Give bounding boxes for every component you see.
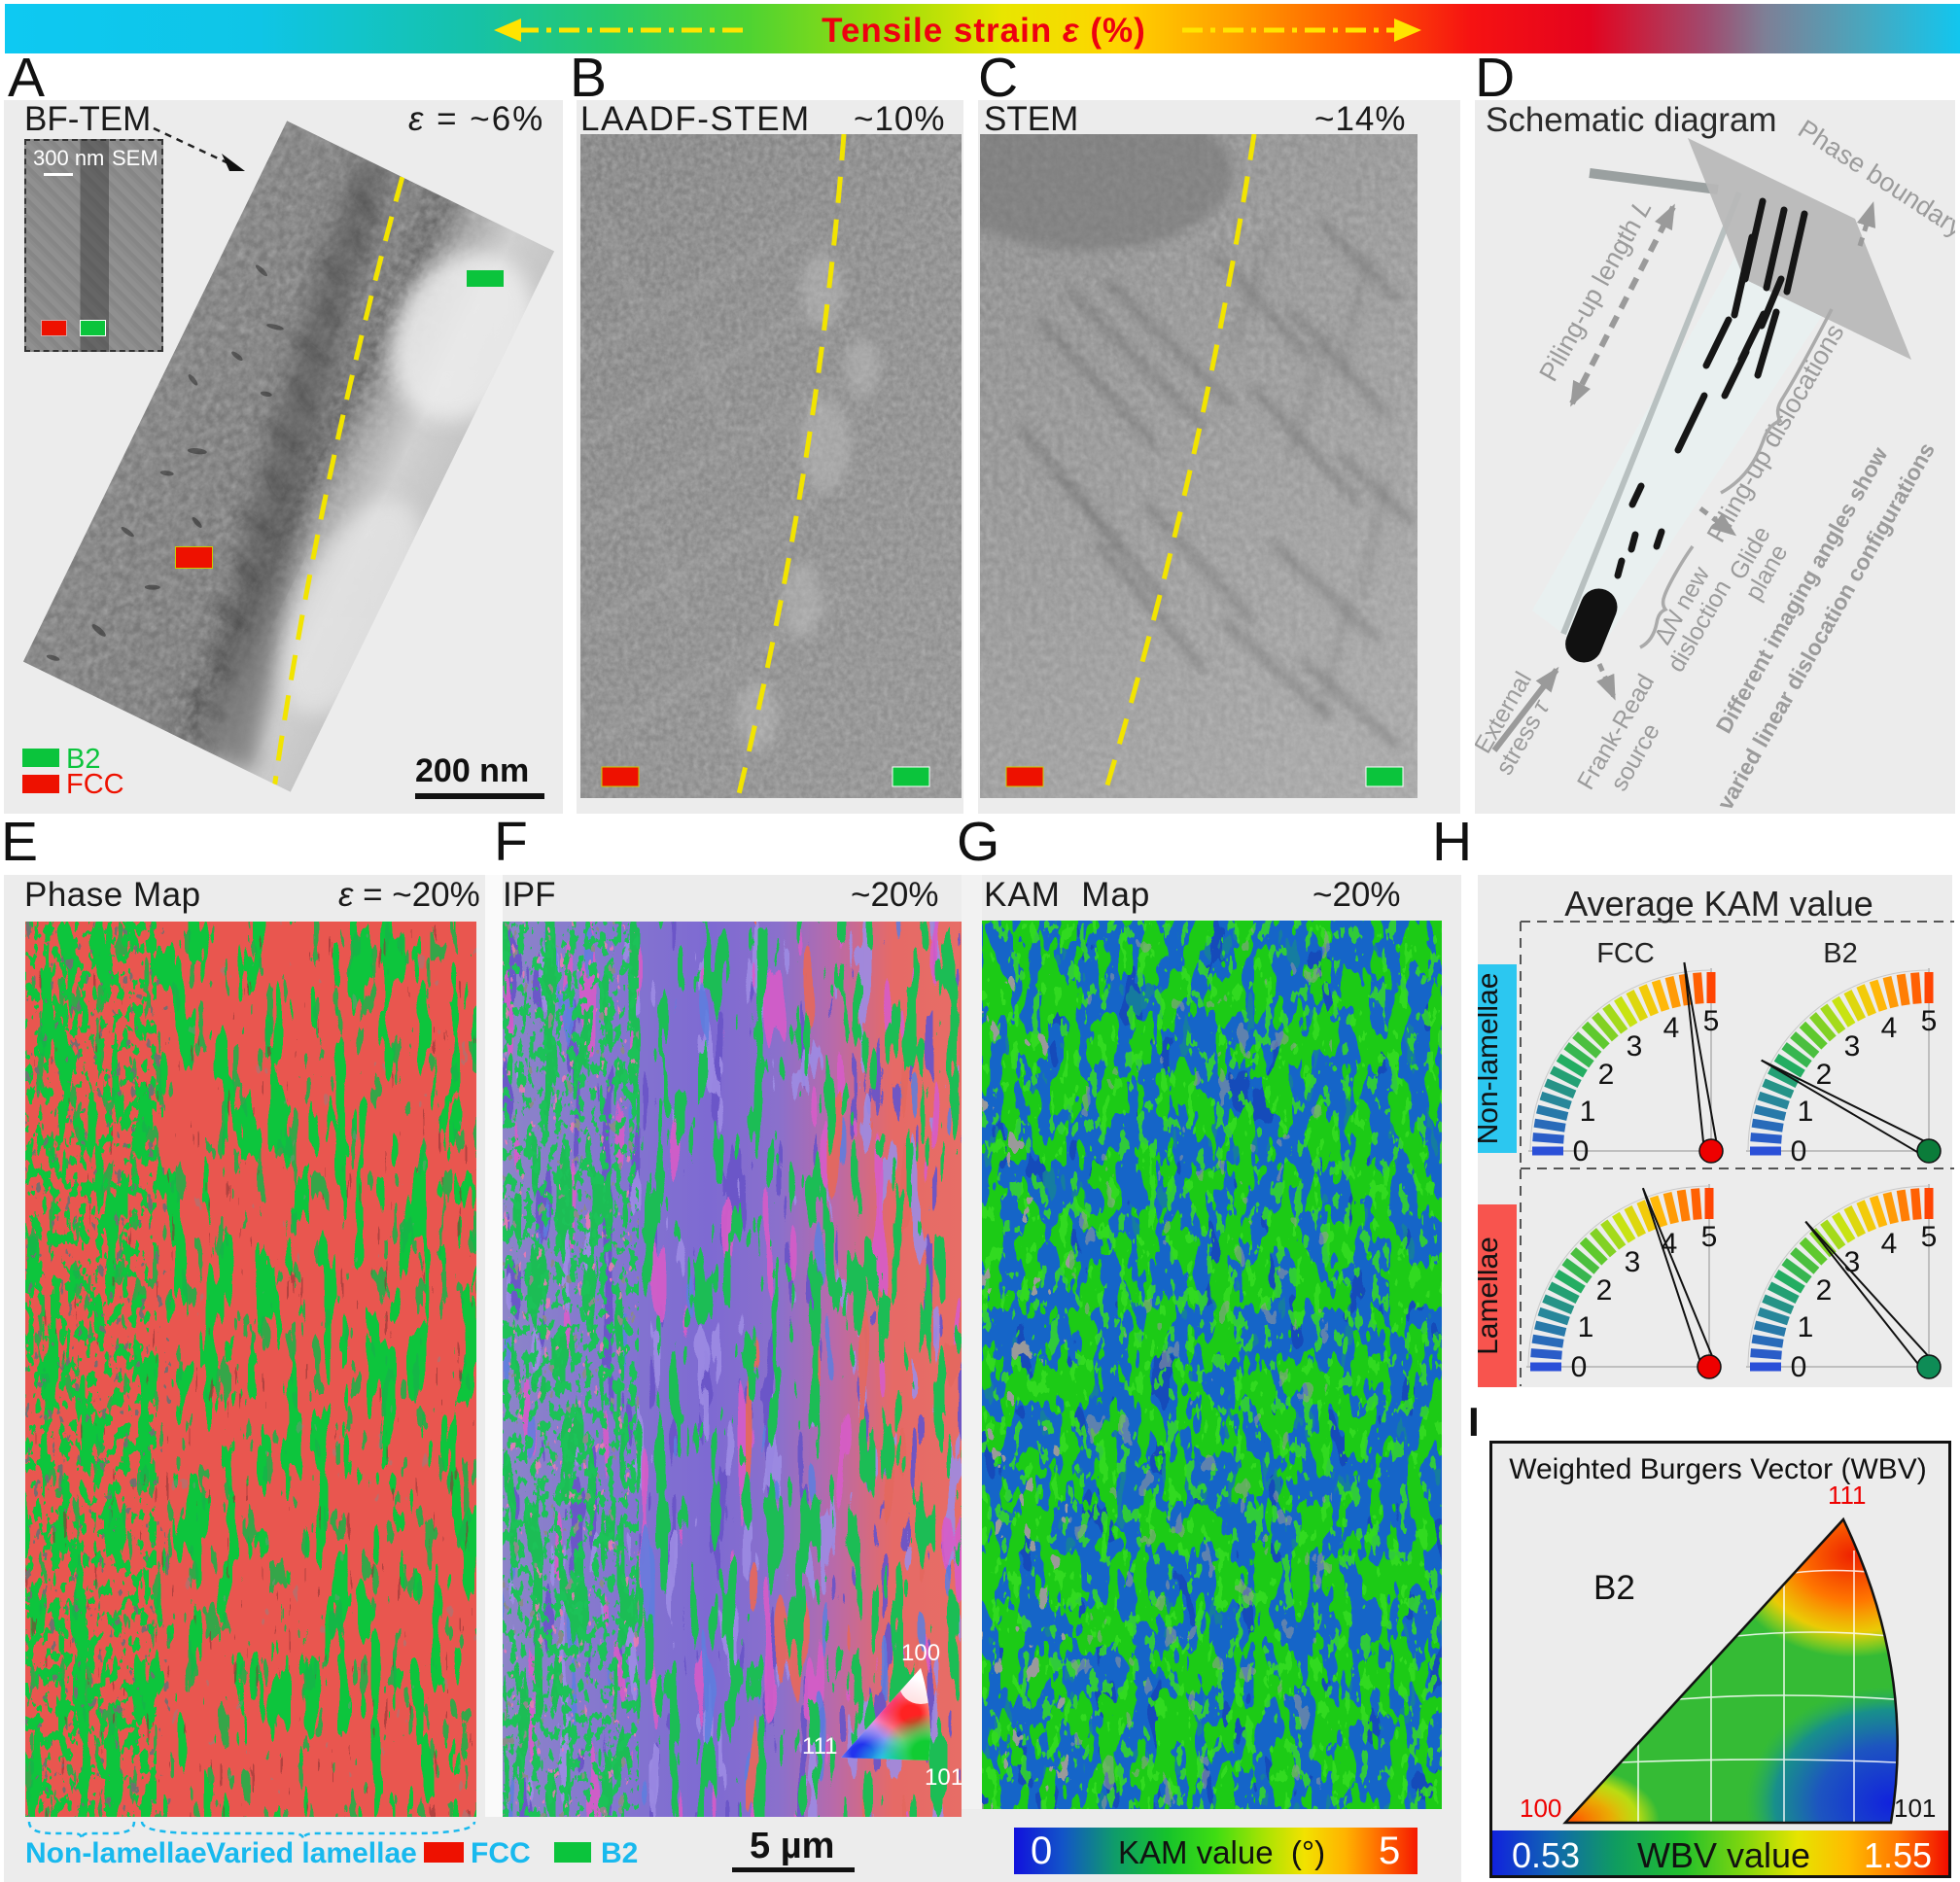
svg-text:2: 2 [1598, 1059, 1615, 1091]
svg-text:2: 2 [1596, 1274, 1613, 1307]
svg-text:0.53: 0.53 [1512, 1835, 1580, 1875]
svg-text:5: 5 [1703, 1005, 1720, 1037]
svg-text:3: 3 [1625, 1246, 1641, 1278]
svg-text:2: 2 [1816, 1059, 1833, 1091]
svg-text:Non-lamellae: Non-lamellae [1478, 973, 1504, 1145]
svg-text:Lamellae: Lamellae [1478, 1237, 1504, 1355]
svg-text:1.55: 1.55 [1864, 1835, 1932, 1875]
svg-text:B2: B2 [1593, 1569, 1635, 1607]
svg-text:101: 101 [925, 1764, 962, 1791]
svg-text:5: 5 [1921, 1221, 1938, 1253]
svg-text:101: 101 [1894, 1794, 1936, 1823]
svg-text:3: 3 [1627, 1030, 1643, 1063]
svg-text:111: 111 [1828, 1481, 1867, 1510]
svg-text:1: 1 [1580, 1096, 1596, 1128]
svg-text:FCC: FCC [1596, 938, 1655, 969]
svg-text:3: 3 [1844, 1030, 1861, 1063]
svg-text:0: 0 [1791, 1351, 1807, 1383]
svg-text:5: 5 [1701, 1221, 1718, 1253]
svg-text:Average KAM value: Average KAM value [1564, 884, 1873, 924]
svg-text:Weighted Burgers Vector (WBV): Weighted Burgers Vector (WBV) [1509, 1453, 1927, 1485]
svg-text:1: 1 [1798, 1096, 1814, 1128]
svg-text:4: 4 [1881, 1228, 1898, 1260]
svg-text:5: 5 [1921, 1005, 1938, 1037]
svg-text:0: 0 [1791, 1135, 1807, 1168]
svg-text:4: 4 [1662, 1228, 1678, 1260]
svg-text:100: 100 [901, 1640, 940, 1666]
svg-text:100: 100 [1520, 1794, 1561, 1823]
svg-text:2: 2 [1816, 1274, 1833, 1307]
svg-text:0: 0 [1573, 1135, 1590, 1168]
svg-text:4: 4 [1881, 1012, 1898, 1044]
svg-text:111: 111 [802, 1733, 837, 1760]
svg-text:Tensile strain ε (%): Tensile strain ε (%) [822, 12, 1146, 50]
svg-text:3: 3 [1844, 1246, 1861, 1278]
svg-text:B2: B2 [1823, 938, 1857, 969]
svg-text:1: 1 [1578, 1311, 1594, 1343]
svg-text:4: 4 [1663, 1012, 1680, 1044]
svg-text:0: 0 [1571, 1351, 1588, 1383]
svg-text:1: 1 [1798, 1311, 1814, 1343]
svg-text:WBV value: WBV value [1637, 1835, 1810, 1875]
